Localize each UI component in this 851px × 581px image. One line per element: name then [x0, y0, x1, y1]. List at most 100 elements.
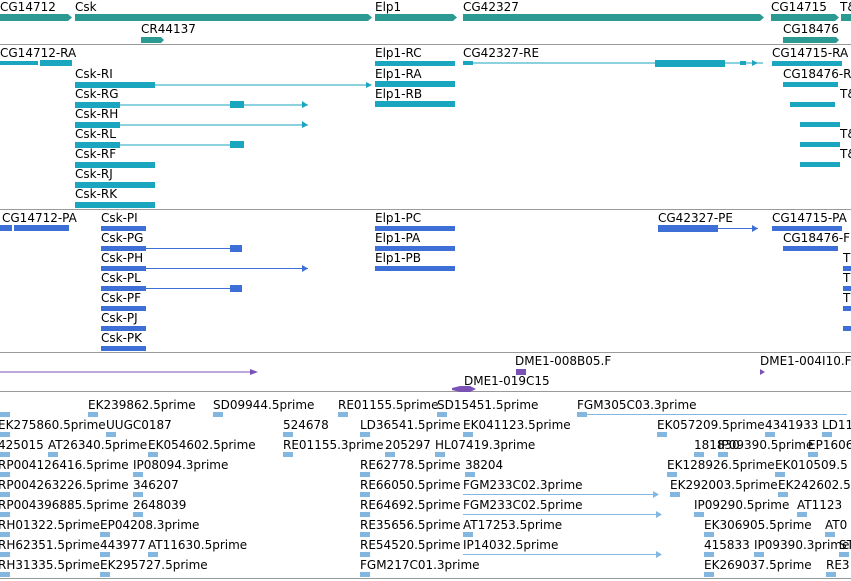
est-label[interactable]: EK041123.5prime [463, 418, 571, 432]
est-label[interactable]: IP08094.3prime [133, 458, 229, 472]
est-label[interactable]: AT17253.5prime [463, 518, 563, 532]
protein-label[interactable]: Elp1-PB [375, 251, 421, 265]
transcript-label[interactable]: CG14715-RA [772, 46, 849, 60]
protein-label[interactable]: Csk-PK [101, 331, 143, 345]
transcript-label[interactable]: Csk-RH [75, 107, 119, 121]
est-label[interactable]: EK269037.5prime [704, 558, 812, 572]
est-label[interactable]: RE35656.5prime [360, 518, 461, 532]
transcript-label[interactable]: Csk-RK [75, 187, 118, 201]
gene-label[interactable]: CG14715 [771, 0, 827, 14]
est-label[interactable]: EK128926.5prime [667, 458, 775, 472]
est-label[interactable]: EK275860.5prime [0, 418, 106, 432]
est-label[interactable]: 205297 [385, 438, 431, 452]
est-label[interactable]: EK239862.5prime [88, 398, 196, 412]
est-label[interactable]: FGM233C02.5prime [463, 498, 583, 512]
gene-label[interactable]: Csk [75, 0, 97, 14]
est-label[interactable]: EK054602.5prime [148, 438, 256, 452]
est-label[interactable]: EK010509.5 [775, 458, 848, 472]
est-label[interactable]: RP004126416.5prime [0, 458, 129, 472]
est-label[interactable]: AT0 [825, 518, 848, 532]
bac-label[interactable]: DME1-008B05.F [515, 354, 612, 368]
est-label[interactable]: SD15451.5prime [437, 398, 539, 412]
protein-label[interactable]: Csk-PG [101, 231, 144, 245]
est-label[interactable]: SD09944.5prime [213, 398, 315, 412]
protein-label[interactable]: Elp1-PC [375, 211, 422, 225]
est-label[interactable]: ST [839, 538, 851, 552]
transcript-label[interactable]: Elp1-RA [375, 67, 422, 81]
gene-label[interactable]: CR44137 [141, 22, 196, 36]
est-label[interactable]: FGM305C03.3prime [577, 398, 697, 412]
est-label[interactable]: HL07419.3prime [435, 438, 536, 452]
protein-label[interactable]: CG14712-PA [2, 211, 77, 225]
est-label[interactable]: EK242602.5 [778, 478, 851, 492]
protein-label[interactable]: Csk-PL [101, 271, 141, 285]
est-label[interactable]: AT11630.5prime [148, 538, 248, 552]
est-label[interactable]: FGM233C02.3prime [463, 478, 583, 492]
transcript-label[interactable]: Csk-RF [75, 147, 117, 161]
est-label[interactable]: IP09290.5prime [694, 498, 790, 512]
protein-label[interactable]: CG14715-PA [772, 211, 847, 225]
transcript-label[interactable]: Csk-RI [75, 67, 113, 81]
transcript-label[interactable]: CG18476-R [783, 67, 851, 81]
est-label[interactable]: RE66050.5prime [360, 478, 461, 492]
transcript-label[interactable]: T& [840, 127, 851, 141]
est-label[interactable]: IP09390.3prime [754, 538, 850, 552]
est-label[interactable]: AT26340.5prime [48, 438, 148, 452]
bac-label[interactable]: DME1-019C15 [464, 374, 550, 388]
protein-label[interactable]: Elp1-PA [375, 231, 421, 245]
est-label[interactable]: RH01322.5prime [0, 518, 100, 532]
est-label[interactable]: FGM217C01.3prime [360, 558, 480, 572]
est-label[interactable]: EK292003.5prime [670, 478, 778, 492]
gene-label[interactable]: CG42327 [463, 0, 519, 14]
est-label[interactable]: 38204 [465, 458, 504, 472]
transcript-label[interactable]: T& [840, 147, 851, 161]
est-label[interactable]: 2648039 [133, 498, 187, 512]
est-label[interactable]: RE62778.5prime [360, 458, 461, 472]
est-label[interactable]: 524678 [283, 418, 329, 432]
est-label[interactable]: IP14032.5prime [463, 538, 559, 552]
transcript-label[interactable]: Elp1-RC [375, 46, 422, 60]
transcript-label[interactable]: Csk-RG [75, 87, 119, 101]
est-label[interactable]: 4341933 [765, 418, 819, 432]
est-label[interactable]: LD36541.5prime [360, 418, 461, 432]
transcript-label[interactable]: T& [840, 87, 851, 101]
est-label[interactable]: 181830 [694, 438, 740, 452]
est-label[interactable]: RH31335.5prime [0, 558, 100, 572]
est-label[interactable]: RE01155.5prime [338, 398, 439, 412]
est-label[interactable]: EP04208.3prime [100, 518, 200, 532]
est-label[interactable]: LD11 [822, 418, 851, 432]
gene-label[interactable]: CG14712 [0, 0, 56, 14]
est-label[interactable]: RP004263226.5prime [0, 478, 129, 492]
protein-label[interactable]: Csk-PI [101, 211, 138, 225]
transcript-label[interactable]: Csk-RL [75, 127, 116, 141]
est-label[interactable]: 346207 [133, 478, 179, 492]
protein-label[interactable]: T [843, 251, 851, 265]
est-label[interactable]: RE3 [826, 558, 850, 572]
gene-label[interactable]: T& [840, 0, 851, 14]
est-label[interactable]: 415833 [704, 538, 750, 552]
protein-label[interactable]: Csk-PF [101, 291, 142, 305]
transcript-label[interactable]: CG14712-RA [0, 46, 77, 60]
gene-label[interactable]: CG18476 [783, 22, 839, 36]
est-label[interactable]: RP004396885.5prime [0, 498, 129, 512]
gene-label[interactable]: Elp1 [375, 0, 402, 14]
est-label[interactable]: AT1123 [797, 498, 843, 512]
est-label[interactable]: EP1606 [808, 438, 851, 452]
est-label[interactable]: RE01155.3prime [283, 438, 384, 452]
est-label[interactable]: IP09390.5prime [718, 438, 814, 452]
protein-label[interactable]: CG18476-F [783, 231, 851, 245]
transcript-label[interactable]: Csk-RJ [75, 167, 113, 181]
protein-label[interactable]: T [843, 291, 851, 305]
est-label[interactable]: UUGC0187 [106, 418, 172, 432]
protein-label[interactable]: Csk-PJ [101, 311, 138, 325]
est-label[interactable]: EK057209.5prime [657, 418, 765, 432]
transcript-label[interactable]: CG42327-RE [463, 46, 540, 60]
bac-label[interactable]: DME1-004I10.F [760, 354, 851, 368]
est-label[interactable]: RE54520.5prime [360, 538, 461, 552]
est-label[interactable]: EK306905.5prime [704, 518, 812, 532]
protein-label[interactable]: T [843, 271, 851, 285]
est-label[interactable]: RH62351.5prime [0, 538, 100, 552]
est-label[interactable]: 443977 [100, 538, 146, 552]
protein-label[interactable]: Csk-PH [101, 251, 144, 265]
est-label[interactable]: EK295727.5prime [100, 558, 208, 572]
